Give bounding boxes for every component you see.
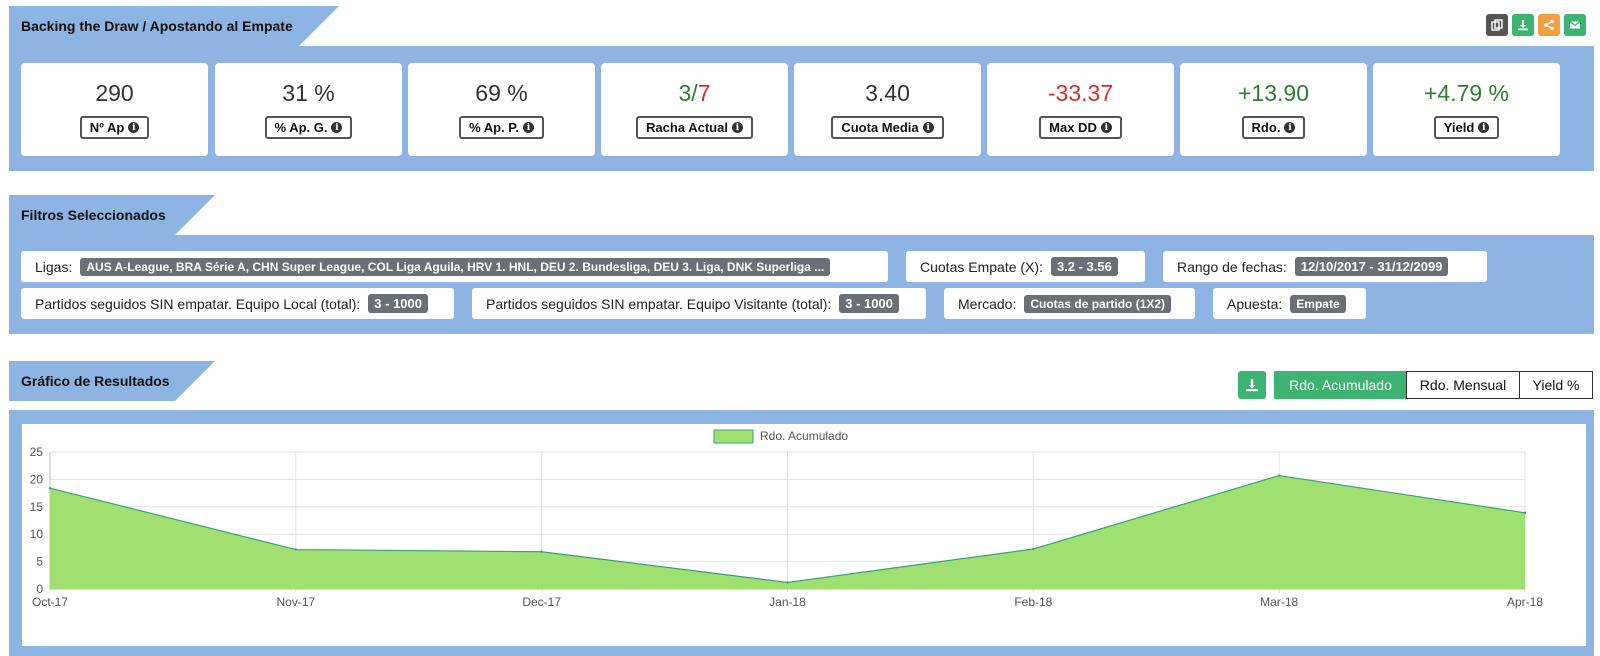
share-icon — [1544, 19, 1554, 31]
stat-label[interactable]: Rdo. i — [1241, 116, 1306, 139]
info-icon: i — [522, 122, 534, 133]
info-icon: i — [731, 122, 743, 133]
data-point — [1277, 474, 1281, 477]
filter-value-badge: 3 - 1000 — [368, 294, 428, 313]
y-tick-label: 10 — [30, 527, 44, 541]
stat-value: +13.90 — [1238, 80, 1309, 106]
info-icon: i — [1100, 122, 1112, 133]
chart-svg: 0 5 10 15 20 25 Oct-17 Nov-17 Dec-17 Jan-18 Feb-18… — [30, 429, 1544, 609]
filter-value-badge: Cuotas de partido (1X2) — [1024, 294, 1172, 313]
stat-label[interactable]: % Ap. G. i — [264, 116, 353, 139]
stat-label[interactable]: Racha Actual i — [636, 116, 753, 139]
download-icon — [1246, 379, 1258, 392]
data-point — [48, 486, 52, 490]
stat-label[interactable]: Nº Ap i — [79, 116, 150, 139]
chart-download-button[interactable] — [1238, 371, 1266, 399]
filters-title-tab: Filtros Seleccionados — [9, 195, 215, 235]
stat-value: 69 % — [475, 80, 528, 106]
x-tick-label: Dec-17 — [522, 595, 561, 609]
info-icon: i — [331, 122, 343, 133]
x-tick-label: Oct-17 — [32, 595, 68, 609]
tab-rdo-mensual[interactable]: Rdo. Mensual — [1406, 371, 1520, 399]
data-point — [786, 581, 789, 584]
filters-title: Filtros Seleccionados — [21, 207, 166, 223]
results-chart: 0 5 10 15 20 25 Oct-17 Nov-17 Dec-17 Jan-18 Feb-18… — [22, 424, 1586, 646]
stat-value: 3/7 — [678, 80, 711, 106]
filter-home-streak[interactable]: Partidos seguidos SIN empatar. Equipo Lo… — [21, 288, 454, 319]
x-tick-label: Feb-18 — [1014, 595, 1052, 609]
filter-draw-odds[interactable]: Cuotas Empate (X): 3.2 - 3.56 — [906, 251, 1145, 282]
info-icon: i — [1284, 122, 1296, 133]
download-button[interactable] — [1512, 14, 1534, 36]
share-button[interactable] — [1538, 14, 1560, 36]
toolbar-icons — [1486, 14, 1586, 36]
data-point — [1523, 511, 1527, 515]
y-tick-label: 15 — [30, 500, 44, 514]
x-tick-label: Nov-17 — [276, 595, 315, 609]
stat-label[interactable]: % Ap. P. i — [459, 116, 544, 139]
chart-title: Gráfico de Resultados — [21, 373, 170, 389]
download-icon — [1518, 20, 1528, 31]
info-icon: i — [128, 122, 140, 133]
copy-icon — [1491, 19, 1503, 31]
filter-value-badge: 3.2 - 3.56 — [1050, 257, 1118, 276]
chart-title-tab: Gráfico de Resultados — [9, 361, 215, 401]
legend-swatch — [713, 429, 754, 444]
data-point — [294, 548, 298, 551]
copy-button[interactable] — [1486, 14, 1508, 36]
stat-value: 31 % — [282, 80, 335, 106]
filter-value-badge: 12/10/2017 - 31/12/2099 — [1294, 257, 1449, 276]
filter-value-badge: Empate — [1290, 294, 1346, 313]
header-title-tab: Backing the Draw / Apostando al Empate — [9, 6, 339, 46]
stat-card-pct-lost: 69 % % Ap. P. i — [408, 63, 595, 156]
stat-label[interactable]: Cuota Media i — [831, 116, 944, 139]
stat-card-streak: 3/7 Racha Actual i — [601, 63, 788, 156]
series-area — [50, 475, 1525, 589]
legend-label: Rdo. Acumulado — [760, 429, 848, 443]
stat-card-pct-won: 31 % % Ap. G. i — [215, 63, 402, 156]
stat-card-num-ap: 290 Nº Ap i — [21, 63, 208, 156]
page-title: Backing the Draw / Apostando al Empate — [21, 18, 293, 34]
filter-value-badge: AUS A-League, BRA Série A, CHN Super Lea… — [80, 257, 831, 276]
stat-card-result: +13.90 Rdo. i — [1180, 63, 1367, 156]
data-point — [540, 550, 543, 553]
data-point — [1032, 547, 1035, 551]
stat-card-avg-odds: 3.40 Cuota Media i — [794, 63, 981, 156]
stat-label[interactable]: Yield i — [1433, 116, 1500, 139]
stat-value: -33.37 — [1047, 80, 1114, 106]
stat-value: 290 — [95, 80, 134, 106]
x-tick-label: Apr-18 — [1507, 595, 1543, 609]
filter-bet[interactable]: Apuesta: Empate — [1213, 288, 1366, 319]
y-tick-label: 25 — [30, 445, 44, 459]
y-tick-label: 5 — [36, 555, 43, 569]
mail-icon — [1569, 21, 1581, 29]
x-tick-label: Mar-18 — [1260, 595, 1298, 609]
y-tick-label: 20 — [30, 472, 44, 486]
filter-leagues[interactable]: Ligas: AUS A-League, BRA Série A, CHN Sup… — [21, 251, 888, 282]
y-tick-label: 0 — [36, 582, 43, 596]
filter-value-badge: 3 - 1000 — [839, 294, 899, 313]
x-tick-label: Jan-18 — [769, 595, 806, 609]
filter-market[interactable]: Mercado: Cuotas de partido (1X2) — [944, 288, 1195, 319]
filter-away-streak[interactable]: Partidos seguidos SIN empatar. Equipo Vi… — [472, 288, 926, 319]
stat-card-yield: +4.79 % Yield i — [1373, 63, 1560, 156]
stat-card-max-dd: -33.37 Max DD i — [987, 63, 1174, 156]
info-icon: i — [922, 122, 934, 133]
filters-band — [9, 235, 1594, 334]
stat-value: +4.79 % — [1423, 80, 1510, 106]
stat-label[interactable]: Max DD i — [1039, 116, 1122, 139]
filter-date-range[interactable]: Rango de fechas: 12/10/2017 - 31/12/2099 — [1163, 251, 1487, 282]
mail-button[interactable] — [1564, 14, 1586, 36]
tab-yield[interactable]: Yield % — [1519, 371, 1593, 399]
info-icon: i — [1478, 122, 1490, 133]
tab-rdo-acumulado[interactable]: Rdo. Acumulado — [1274, 371, 1407, 399]
stat-value: 3.40 — [865, 80, 910, 106]
